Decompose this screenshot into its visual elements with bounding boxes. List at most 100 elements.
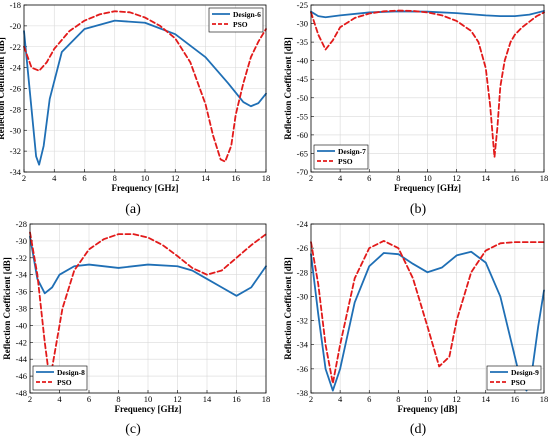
y-tick-label: -40 [297,56,308,66]
y-tick-label: -50 [297,93,308,103]
x-axis-label: Frequency [dB] [397,404,457,414]
x-tick-label: 2 [309,173,313,183]
x-tick-label: 2 [309,394,313,404]
y-tick-label: -24 [10,63,22,73]
legend-label: Design-9 [511,368,539,377]
legend-label: PSO [57,378,72,387]
y-tick-label: -26 [10,84,21,94]
y-tick-label: -45 [297,74,308,84]
series-line-pso [310,9,545,159]
series-line-pso [310,239,545,385]
plot-frame [23,4,267,173]
y-tick-label: -20 [10,21,21,31]
legend-label: Design-8 [57,368,85,377]
y-tick-label: -34 [10,167,22,177]
y-tick-label: -26 [297,243,308,253]
x-tick-label: 10 [423,394,432,404]
x-tick-label: 10 [423,173,432,183]
legend-label: PSO [233,20,248,29]
y-tick-label: -34 [297,340,309,350]
y-tick-label: -60 [297,130,308,140]
series-line-design-8 [29,235,267,297]
y-axis-label: Reflection Coefficient [dB] [0,37,6,139]
y-tick-label: -36 [297,364,308,374]
y-tick-label: -28 [297,267,308,277]
x-tick-label: 14 [203,394,212,404]
y-tick-label: -44 [16,354,28,364]
y-tick-label: -28 [10,104,21,114]
y-tick-label: -42 [16,337,27,347]
y-tick-label: -30 [10,125,21,135]
x-tick-label: 6 [87,394,91,404]
y-tick-label: -22 [10,42,21,52]
panel-caption: (c) [125,422,141,437]
x-tick-label: 12 [173,394,182,404]
x-tick-label: 14 [482,394,491,404]
x-tick-label: 10 [141,173,150,183]
x-tick-label: 2 [28,394,32,404]
x-tick-label: 12 [452,173,461,183]
x-tick-label: 4 [52,173,57,183]
x-tick-label: 6 [82,173,86,183]
x-tick-label: 16 [232,394,241,404]
y-tick-label: -32 [297,316,308,326]
chart-panel-a: 2 4 6 8 10 12 14 16 18 -34 -32 -30 -28 -26 -24 -22 -20 -1… [0,0,270,217]
x-axis-label: Frequency [GHz] [114,404,181,414]
legend-label: Design-7 [338,147,366,156]
panel-caption: (b) [410,202,427,217]
y-axis-label: Reflection Coefficient [dB] [2,257,12,359]
y-tick-label: -28 [16,219,27,229]
panel-caption: (a) [125,202,141,217]
x-tick-label: 14 [482,173,491,183]
series-line-pso [23,10,267,163]
y-tick-label: -25 [297,0,308,10]
x-tick-label: 6 [367,394,371,404]
y-tick-label: -48 [16,388,27,398]
x-axis-label: Frequency [GHz] [111,183,178,193]
y-tick-label: -40 [16,320,27,330]
series-line-design-7 [310,10,545,19]
x-tick-label: 14 [201,173,210,183]
y-tick-label: -18 [10,0,21,10]
legend-box [208,7,264,33]
x-tick-label: 8 [396,173,400,183]
x-tick-label: 4 [57,394,62,404]
y-tick-label: -32 [10,146,21,156]
y-tick-label: -30 [297,291,308,301]
x-tick-label: 16 [232,173,241,183]
plot-frame [29,223,267,394]
x-tick-label: 2 [22,173,26,183]
x-tick-label: 16 [511,173,520,183]
chart-panel-d: 2 4 6 8 10 12 14 16 18 -38 -36 -34 -32 -30 -28 -26 -24 Fr… [283,219,548,437]
series-line-design-6 [23,19,267,166]
y-tick-label: -32 [16,253,27,263]
y-tick-label: -46 [16,371,27,381]
legend-box [32,365,88,391]
y-axis-label: Reflection Coefficient [dB] [283,257,293,359]
x-tick-label: 18 [262,394,271,404]
x-tick-label: 4 [338,394,343,404]
x-tick-label: 12 [452,394,461,404]
chart-panel-b: 2 4 6 8 10 12 14 16 18 -70 -65 -60 -55 -50 -45 -40 -35 -3… [283,0,548,217]
x-tick-label: 8 [113,173,117,183]
legend-box [313,144,369,170]
y-tick-label: -38 [16,304,27,314]
panel-caption: (d) [410,422,427,437]
legend-label: PSO [338,157,353,166]
x-tick-label: 16 [511,394,520,404]
y-tick-label: -24 [297,219,309,229]
x-tick-label: 18 [540,394,549,404]
x-axis-label: Frequency [GHz] [394,183,461,193]
y-tick-label: -34 [16,270,28,280]
x-tick-label: 4 [338,173,343,183]
x-tick-label: 8 [396,394,400,404]
x-tick-label: 10 [144,394,153,404]
legend-box [486,365,542,391]
y-tick-label: -38 [297,388,308,398]
y-tick-label: -70 [297,167,308,177]
